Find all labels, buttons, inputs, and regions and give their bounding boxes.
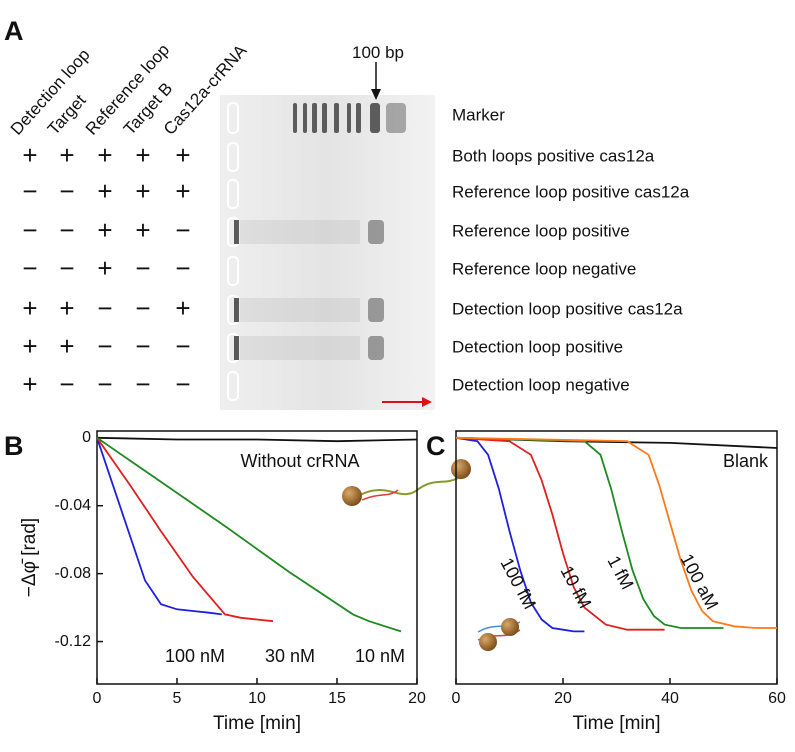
sign: + bbox=[135, 176, 150, 206]
x-tick-label: 60 bbox=[768, 690, 786, 707]
sign: + bbox=[97, 140, 112, 170]
x-tick-label: 0 bbox=[93, 690, 102, 707]
x-tick-label: 20 bbox=[554, 690, 572, 707]
x-tick-label: 10 bbox=[248, 690, 266, 707]
series-label: 10 fM bbox=[556, 562, 595, 611]
lane-label: Detection loop positive bbox=[452, 337, 623, 356]
sign: + bbox=[22, 140, 37, 170]
sign: − bbox=[59, 253, 74, 283]
sign: + bbox=[175, 140, 190, 170]
sign: − bbox=[175, 369, 190, 399]
sign: − bbox=[175, 253, 190, 283]
sign: − bbox=[135, 293, 150, 323]
sign: − bbox=[59, 215, 74, 245]
y-axis-label: −Δφ̄ [rad] bbox=[19, 518, 40, 597]
sign: + bbox=[97, 215, 112, 245]
series-label: 100 aM bbox=[676, 550, 722, 612]
sign: + bbox=[175, 176, 190, 206]
annotation: Blank bbox=[723, 451, 769, 471]
bead-illustration bbox=[342, 459, 521, 651]
x-tick-label: 5 bbox=[173, 690, 182, 707]
sign: + bbox=[135, 215, 150, 245]
marker-label: 100 bp bbox=[352, 43, 404, 62]
plot-frame bbox=[455, 430, 778, 685]
sign: + bbox=[97, 176, 112, 206]
gel-image bbox=[220, 62, 435, 410]
series-line bbox=[96, 436, 418, 443]
sign: + bbox=[97, 253, 112, 283]
y-tick-label: -0.04 bbox=[55, 497, 92, 514]
y-tick-label: -0.08 bbox=[55, 565, 92, 582]
x-axis-label: Time [min] bbox=[573, 713, 661, 734]
sign: − bbox=[22, 215, 37, 245]
panel-label: A bbox=[4, 16, 24, 46]
x-tick-label: 20 bbox=[408, 690, 426, 707]
lane-label: Both loops positive cas12a bbox=[452, 146, 655, 165]
series-label: 100 nM bbox=[165, 646, 225, 666]
sign: − bbox=[135, 331, 150, 361]
series-label: 10 nM bbox=[355, 646, 405, 666]
sign: + bbox=[22, 293, 37, 323]
lane-label: Reference loop negative bbox=[452, 259, 636, 278]
sign: − bbox=[59, 176, 74, 206]
sign: + bbox=[59, 140, 74, 170]
sign: − bbox=[135, 369, 150, 399]
lane-label: Reference loop positive bbox=[452, 221, 630, 240]
series-label: 30 nM bbox=[265, 646, 315, 666]
sign: − bbox=[97, 293, 112, 323]
x-tick-label: 40 bbox=[661, 690, 679, 707]
series-line bbox=[96, 437, 222, 616]
sign: + bbox=[22, 369, 37, 399]
sign: + bbox=[22, 331, 37, 361]
lane-label: Detection loop positive cas12a bbox=[452, 299, 683, 318]
panel-label: B bbox=[4, 431, 24, 461]
sign: − bbox=[22, 253, 37, 283]
sign: − bbox=[97, 369, 112, 399]
sign: + bbox=[135, 140, 150, 170]
series-line bbox=[455, 436, 585, 633]
lane-label: Detection loop negative bbox=[452, 375, 630, 394]
lane-label: Marker bbox=[452, 105, 505, 124]
series-line bbox=[96, 437, 274, 623]
y-tick-label: 0 bbox=[82, 429, 91, 446]
series-label: 1 fM bbox=[603, 552, 637, 592]
sign: − bbox=[22, 176, 37, 206]
sign: + bbox=[59, 293, 74, 323]
sign: − bbox=[175, 215, 190, 245]
sign: + bbox=[175, 293, 190, 323]
series-label: 100 fM bbox=[496, 554, 539, 612]
panel-label: C bbox=[426, 431, 446, 461]
y-tick-label: -0.12 bbox=[55, 633, 92, 650]
x-tick-label: 15 bbox=[328, 690, 346, 707]
series-line bbox=[455, 436, 777, 629]
lane-label: Reference loop positive cas12a bbox=[452, 182, 690, 201]
series-line bbox=[96, 437, 402, 633]
x-tick-label: 0 bbox=[452, 690, 461, 707]
sign: − bbox=[175, 331, 190, 361]
sign: − bbox=[59, 369, 74, 399]
series-line bbox=[455, 436, 724, 629]
annotation: Without crRNA bbox=[240, 451, 359, 471]
sign: − bbox=[135, 253, 150, 283]
series-line bbox=[455, 436, 665, 631]
x-axis-label: Time [min] bbox=[213, 713, 301, 734]
sign: + bbox=[59, 331, 74, 361]
sign: − bbox=[97, 331, 112, 361]
